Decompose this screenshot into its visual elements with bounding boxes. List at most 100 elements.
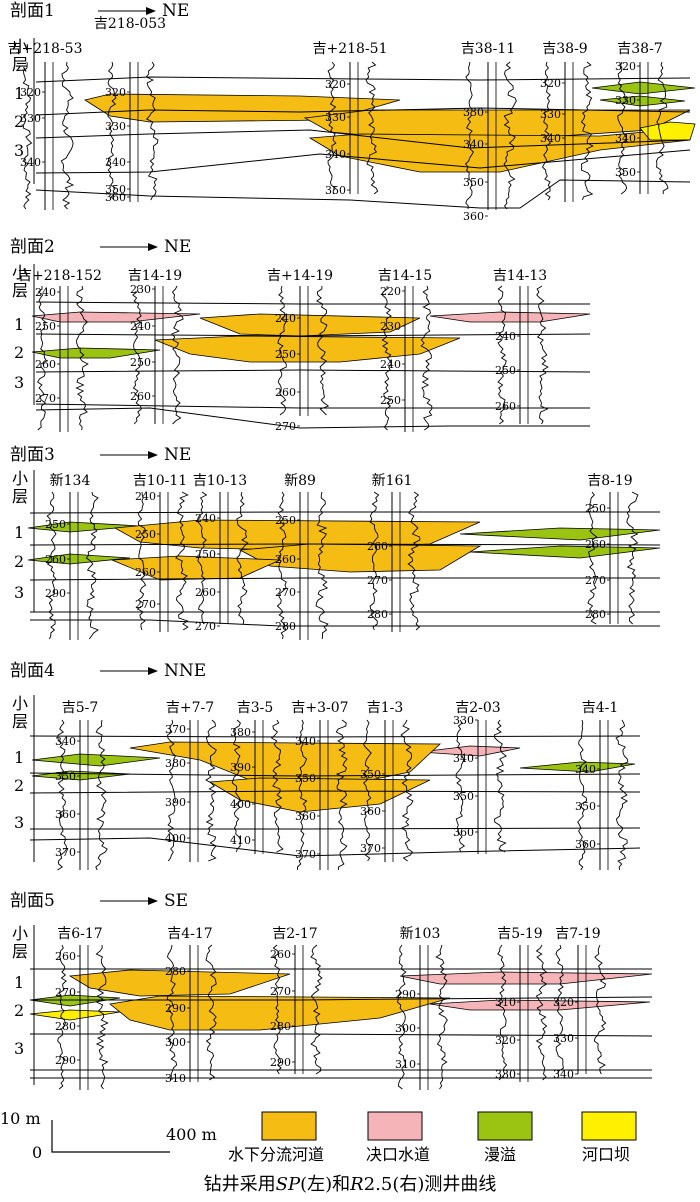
depth-label: 320 — [615, 60, 636, 73]
depth-label: 270 — [55, 986, 76, 999]
depth-label: 320 — [540, 77, 561, 90]
layer-number-2: 2 — [14, 343, 24, 362]
legend-item-crevasse — [367, 1111, 423, 1141]
depth-label: 330 — [105, 120, 126, 133]
legend: 10 m 0 400 m 水下分流河道 决口水道 漫溢 河口坝 — [0, 1109, 637, 1164]
depth-label: 410 — [230, 834, 251, 847]
depth-label: 270 — [367, 574, 388, 587]
depth-label: 370 — [295, 848, 316, 861]
depth-label: 320 — [325, 78, 346, 91]
depth-label: 270 — [275, 420, 296, 433]
r25-curve — [95, 944, 109, 1090]
sp-curve — [455, 719, 466, 853]
r25-curve — [400, 719, 414, 862]
depth-label: 360 — [360, 805, 381, 818]
depth-label: 320 — [105, 86, 126, 99]
depth-label: 280 — [270, 1020, 291, 1033]
depth-label: 270 — [195, 620, 216, 633]
depth-label: 320 — [20, 86, 41, 99]
layer-header-char: 小 — [12, 694, 28, 713]
depth-label: 320 — [553, 996, 574, 1009]
depth-label: 350 — [105, 183, 126, 196]
layer-number-1: 1 — [14, 315, 24, 334]
layer-number-2: 2 — [14, 112, 24, 131]
sand-body-channel — [199, 313, 421, 337]
depth-label: 340 — [553, 1068, 574, 1081]
depth-label: 400 — [165, 832, 186, 845]
r25-curve — [60, 61, 75, 210]
r25-curve — [236, 491, 249, 625]
r25-curve — [335, 719, 348, 870]
depth-label: 340 — [575, 763, 596, 776]
well-name: 吉+7-7 — [166, 700, 214, 716]
depth-label: 340 — [453, 752, 474, 765]
r25-curve — [407, 491, 421, 631]
layer-number-1: 1 — [14, 523, 24, 542]
cross-section-3: 剖面3 NE小层123新134250260290吉10-1124025026027… — [10, 445, 661, 640]
sp-curve — [277, 285, 287, 416]
well-name: 吉+3-07 — [291, 700, 348, 716]
depth-label: 290 — [45, 587, 66, 600]
depth-label: 240 — [195, 512, 216, 525]
depth-label: 380 — [165, 757, 186, 770]
sp-curve — [46, 491, 57, 640]
well: 吉8-19 250 260 270 280 — [585, 473, 639, 625]
sand-body-channel — [83, 93, 401, 123]
sp-curve — [106, 61, 117, 201]
depth-label: 280 — [275, 620, 296, 633]
layer-header-char: 层 — [12, 281, 28, 300]
sand-body-overflow — [591, 81, 696, 95]
caption-part3: 2.5(右)测井曲线 — [363, 1174, 497, 1195]
sand-body-overflow — [459, 527, 661, 541]
depth-label: 290 — [55, 1054, 76, 1067]
depth-label: 250 — [35, 320, 56, 333]
depth-label: 270 — [275, 586, 296, 599]
depth-label: 310 — [165, 1072, 186, 1085]
layer-boundary — [29, 772, 641, 777]
well-name: 吉4-1 — [582, 700, 619, 716]
r25-curve — [420, 285, 433, 431]
r25-curve — [656, 61, 669, 195]
depth-label: 250 — [495, 364, 516, 377]
layer-number-3: 3 — [14, 141, 24, 160]
depth-label: 350 — [463, 176, 484, 189]
depth-label: 340 — [540, 132, 561, 145]
depth-label: 250 — [45, 518, 66, 531]
depth-label: 330 — [553, 1032, 574, 1045]
depth-label: 330 — [453, 714, 474, 727]
depth-label: 290 — [395, 988, 416, 1001]
well-name: 新161 — [372, 473, 413, 489]
section-title: 剖面5 — [10, 891, 55, 911]
well: 吉+14-19 240 250 260 270 — [267, 268, 333, 433]
well-name: 吉38-7 — [617, 41, 662, 57]
well-name: 吉14-15 — [378, 268, 432, 284]
depth-label: 260 — [55, 950, 76, 963]
well: 吉+218-51 320 330 340 350 — [313, 41, 388, 197]
layer-number-3: 3 — [14, 1039, 24, 1058]
layer-boundary — [30, 1033, 653, 1037]
sand-body-bar — [29, 1009, 121, 1021]
sp-curve — [297, 719, 308, 870]
well-name: 吉14-19 — [128, 268, 182, 284]
well: 吉4-17 280 290 300 310 — [165, 926, 217, 1085]
sp-curve — [497, 944, 508, 1081]
caption-r: R — [350, 1174, 364, 1195]
r25-curve — [205, 944, 217, 1081]
depth-label: 260 — [45, 553, 66, 566]
well-name: 新134 — [50, 473, 91, 489]
sp-curve — [132, 285, 142, 425]
sp-curve — [37, 286, 48, 431]
legend-swatch — [261, 1111, 317, 1141]
sp-curve — [362, 719, 372, 862]
depth-label: 330 — [540, 108, 561, 121]
depth-label: 280 — [367, 608, 388, 621]
well-name: 吉38-9 — [542, 41, 587, 57]
depth-label: 340 — [295, 735, 316, 748]
well: 吉38-7 320 330 340 350 — [615, 41, 669, 195]
well-name: 吉+218-53 — [8, 41, 83, 57]
well-name: 吉5-19 — [497, 926, 542, 942]
depth-label: 240 — [130, 320, 151, 333]
r25-curve — [580, 61, 594, 201]
layer-boundary — [30, 827, 641, 830]
